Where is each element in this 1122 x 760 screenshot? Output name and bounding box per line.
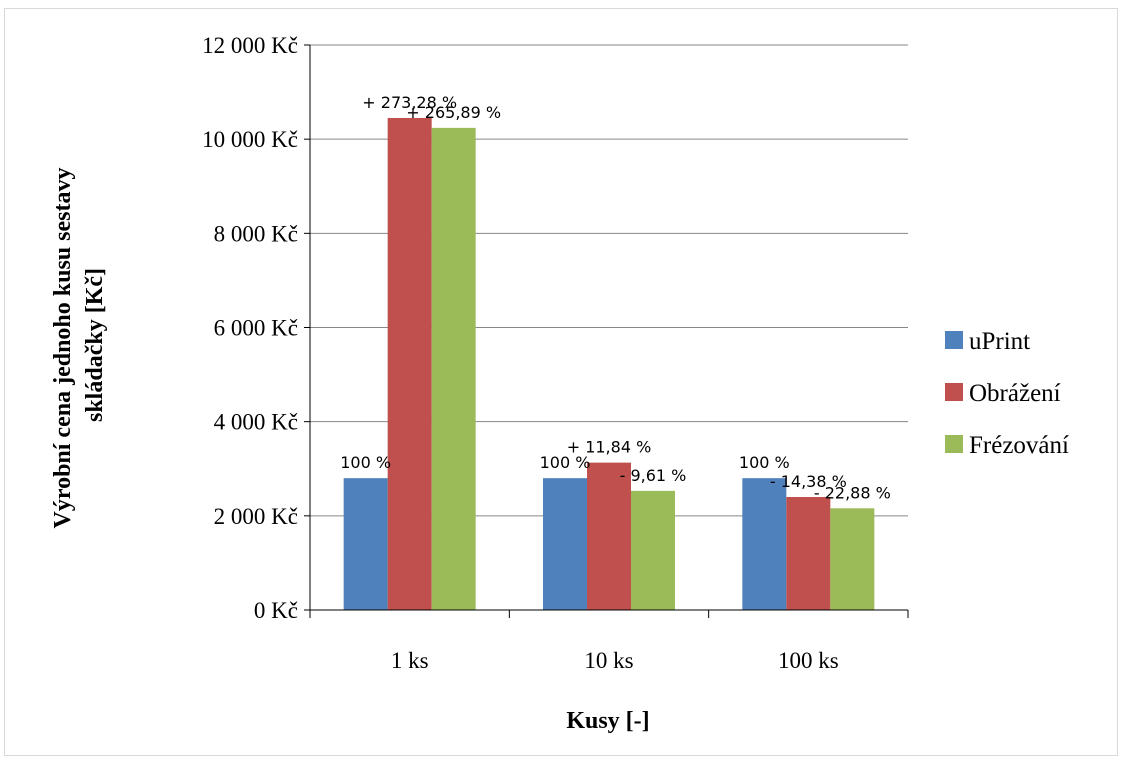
y-tick-label: 4 000 Kč bbox=[214, 410, 298, 435]
legend-label: Obrážení bbox=[969, 380, 1061, 407]
y-axis-title: Výrobní cena jednoho kusu sestavy skláda… bbox=[50, 162, 108, 529]
data-label: 100 % bbox=[540, 453, 591, 472]
y-tick-label: 6 000 Kč bbox=[214, 316, 298, 341]
data-labels: 100 % 100 % 100 % + 273,28 % + 11,84 % - 14,3… bbox=[340, 93, 891, 502]
y-tick-label: 12 000 Kč bbox=[202, 33, 298, 58]
y-tick-label: 8 000 Kč bbox=[214, 221, 298, 246]
x-tick-label: 100 ks bbox=[778, 648, 839, 673]
legend-label: uPrint bbox=[969, 328, 1030, 355]
x-tick-label: 10 ks bbox=[584, 648, 633, 673]
bar bbox=[631, 490, 675, 610]
chart-frame bbox=[4, 8, 1118, 756]
bar bbox=[543, 478, 587, 610]
data-label: - 22,88 % bbox=[814, 483, 891, 502]
legend-swatch bbox=[945, 331, 963, 349]
y-tick-label: 10 000 Kč bbox=[202, 127, 298, 152]
bar bbox=[387, 117, 432, 611]
data-label: - 9,61 % bbox=[620, 466, 687, 485]
data-label: - 14,38 % bbox=[770, 472, 847, 491]
x-axis-title: Kusy [-] bbox=[566, 708, 649, 734]
data-label: 100 % bbox=[739, 453, 790, 472]
data-label: + 11,84 % bbox=[567, 438, 652, 457]
bar bbox=[830, 508, 875, 610]
bar bbox=[343, 478, 388, 610]
data-label: 100 % bbox=[340, 453, 391, 472]
y-axis-title-line2: skládačky [Kč] bbox=[82, 268, 108, 422]
legend-swatch bbox=[945, 435, 963, 453]
bars bbox=[343, 117, 875, 611]
bar bbox=[786, 497, 831, 610]
legend-label: Frézování bbox=[969, 432, 1069, 459]
y-tick-label: 0 Kč bbox=[254, 598, 298, 623]
legend: uPrint Obrážení Frézování bbox=[945, 328, 1069, 459]
data-label: + 273,28 % bbox=[362, 93, 457, 112]
data-label: + 265,89 % bbox=[406, 103, 501, 122]
bar bbox=[587, 462, 631, 610]
bar bbox=[431, 127, 476, 610]
x-tick-label: 1 ks bbox=[391, 648, 429, 673]
legend-swatch bbox=[945, 383, 963, 401]
bar bbox=[742, 478, 787, 610]
y-axis-title-line1: Výrobní cena jednoho kusu sestavy bbox=[50, 168, 76, 529]
y-tick-label: 2 000 Kč bbox=[214, 504, 298, 529]
y-axis-ticks: 0 Kč 2 000 Kč 4 000 Kč 6 000 Kč 8 000 Kč 10 0… bbox=[202, 33, 310, 623]
x-axis-ticks: 1 ks 10 ks 100 ks bbox=[309, 610, 909, 673]
